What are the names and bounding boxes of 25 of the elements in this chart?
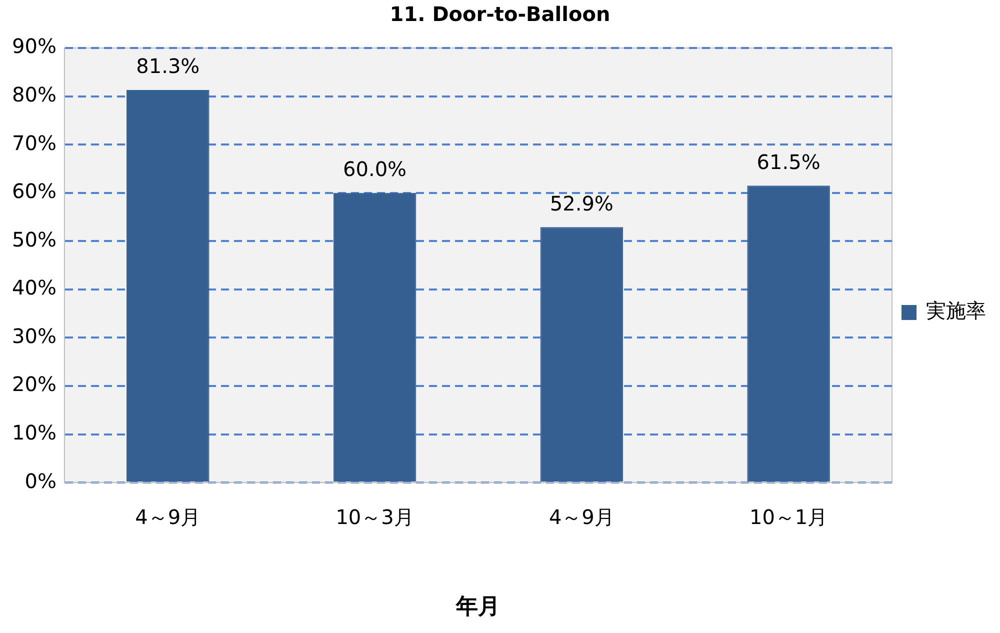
bar: [747, 186, 830, 482]
bar: [333, 192, 416, 482]
y-tick-label: 40%: [12, 276, 56, 300]
x-tick-label: 4～9月: [548, 504, 614, 529]
y-tick-label: 10%: [12, 420, 56, 445]
y-tick-label: 60%: [12, 179, 56, 204]
y-tick-label: 20%: [12, 372, 56, 396]
data-label: 61.5%: [756, 150, 820, 174]
data-label: 52.9%: [550, 191, 614, 216]
legend-label: 実施率: [926, 298, 986, 323]
bar: [540, 227, 624, 482]
y-tick-label: 90%: [12, 34, 56, 58]
chart-title: 11. Door-to-Balloon: [390, 2, 610, 26]
y-tick-label: 70%: [12, 130, 56, 155]
x-tick-label: 10～3月: [336, 504, 414, 529]
x-tick-label: 10～1月: [749, 504, 828, 529]
data-label: 81.3%: [136, 54, 200, 78]
y-tick-label: 80%: [12, 82, 56, 106]
data-label: 60.0%: [343, 157, 407, 182]
x-axis-title: 年月: [455, 594, 500, 620]
y-tick-label: 50%: [12, 227, 56, 252]
bar: [126, 90, 210, 482]
x-tick-label: 4～9月: [135, 504, 201, 529]
y-tick-label: 30%: [12, 324, 56, 348]
y-tick-label: 0%: [24, 468, 56, 493]
